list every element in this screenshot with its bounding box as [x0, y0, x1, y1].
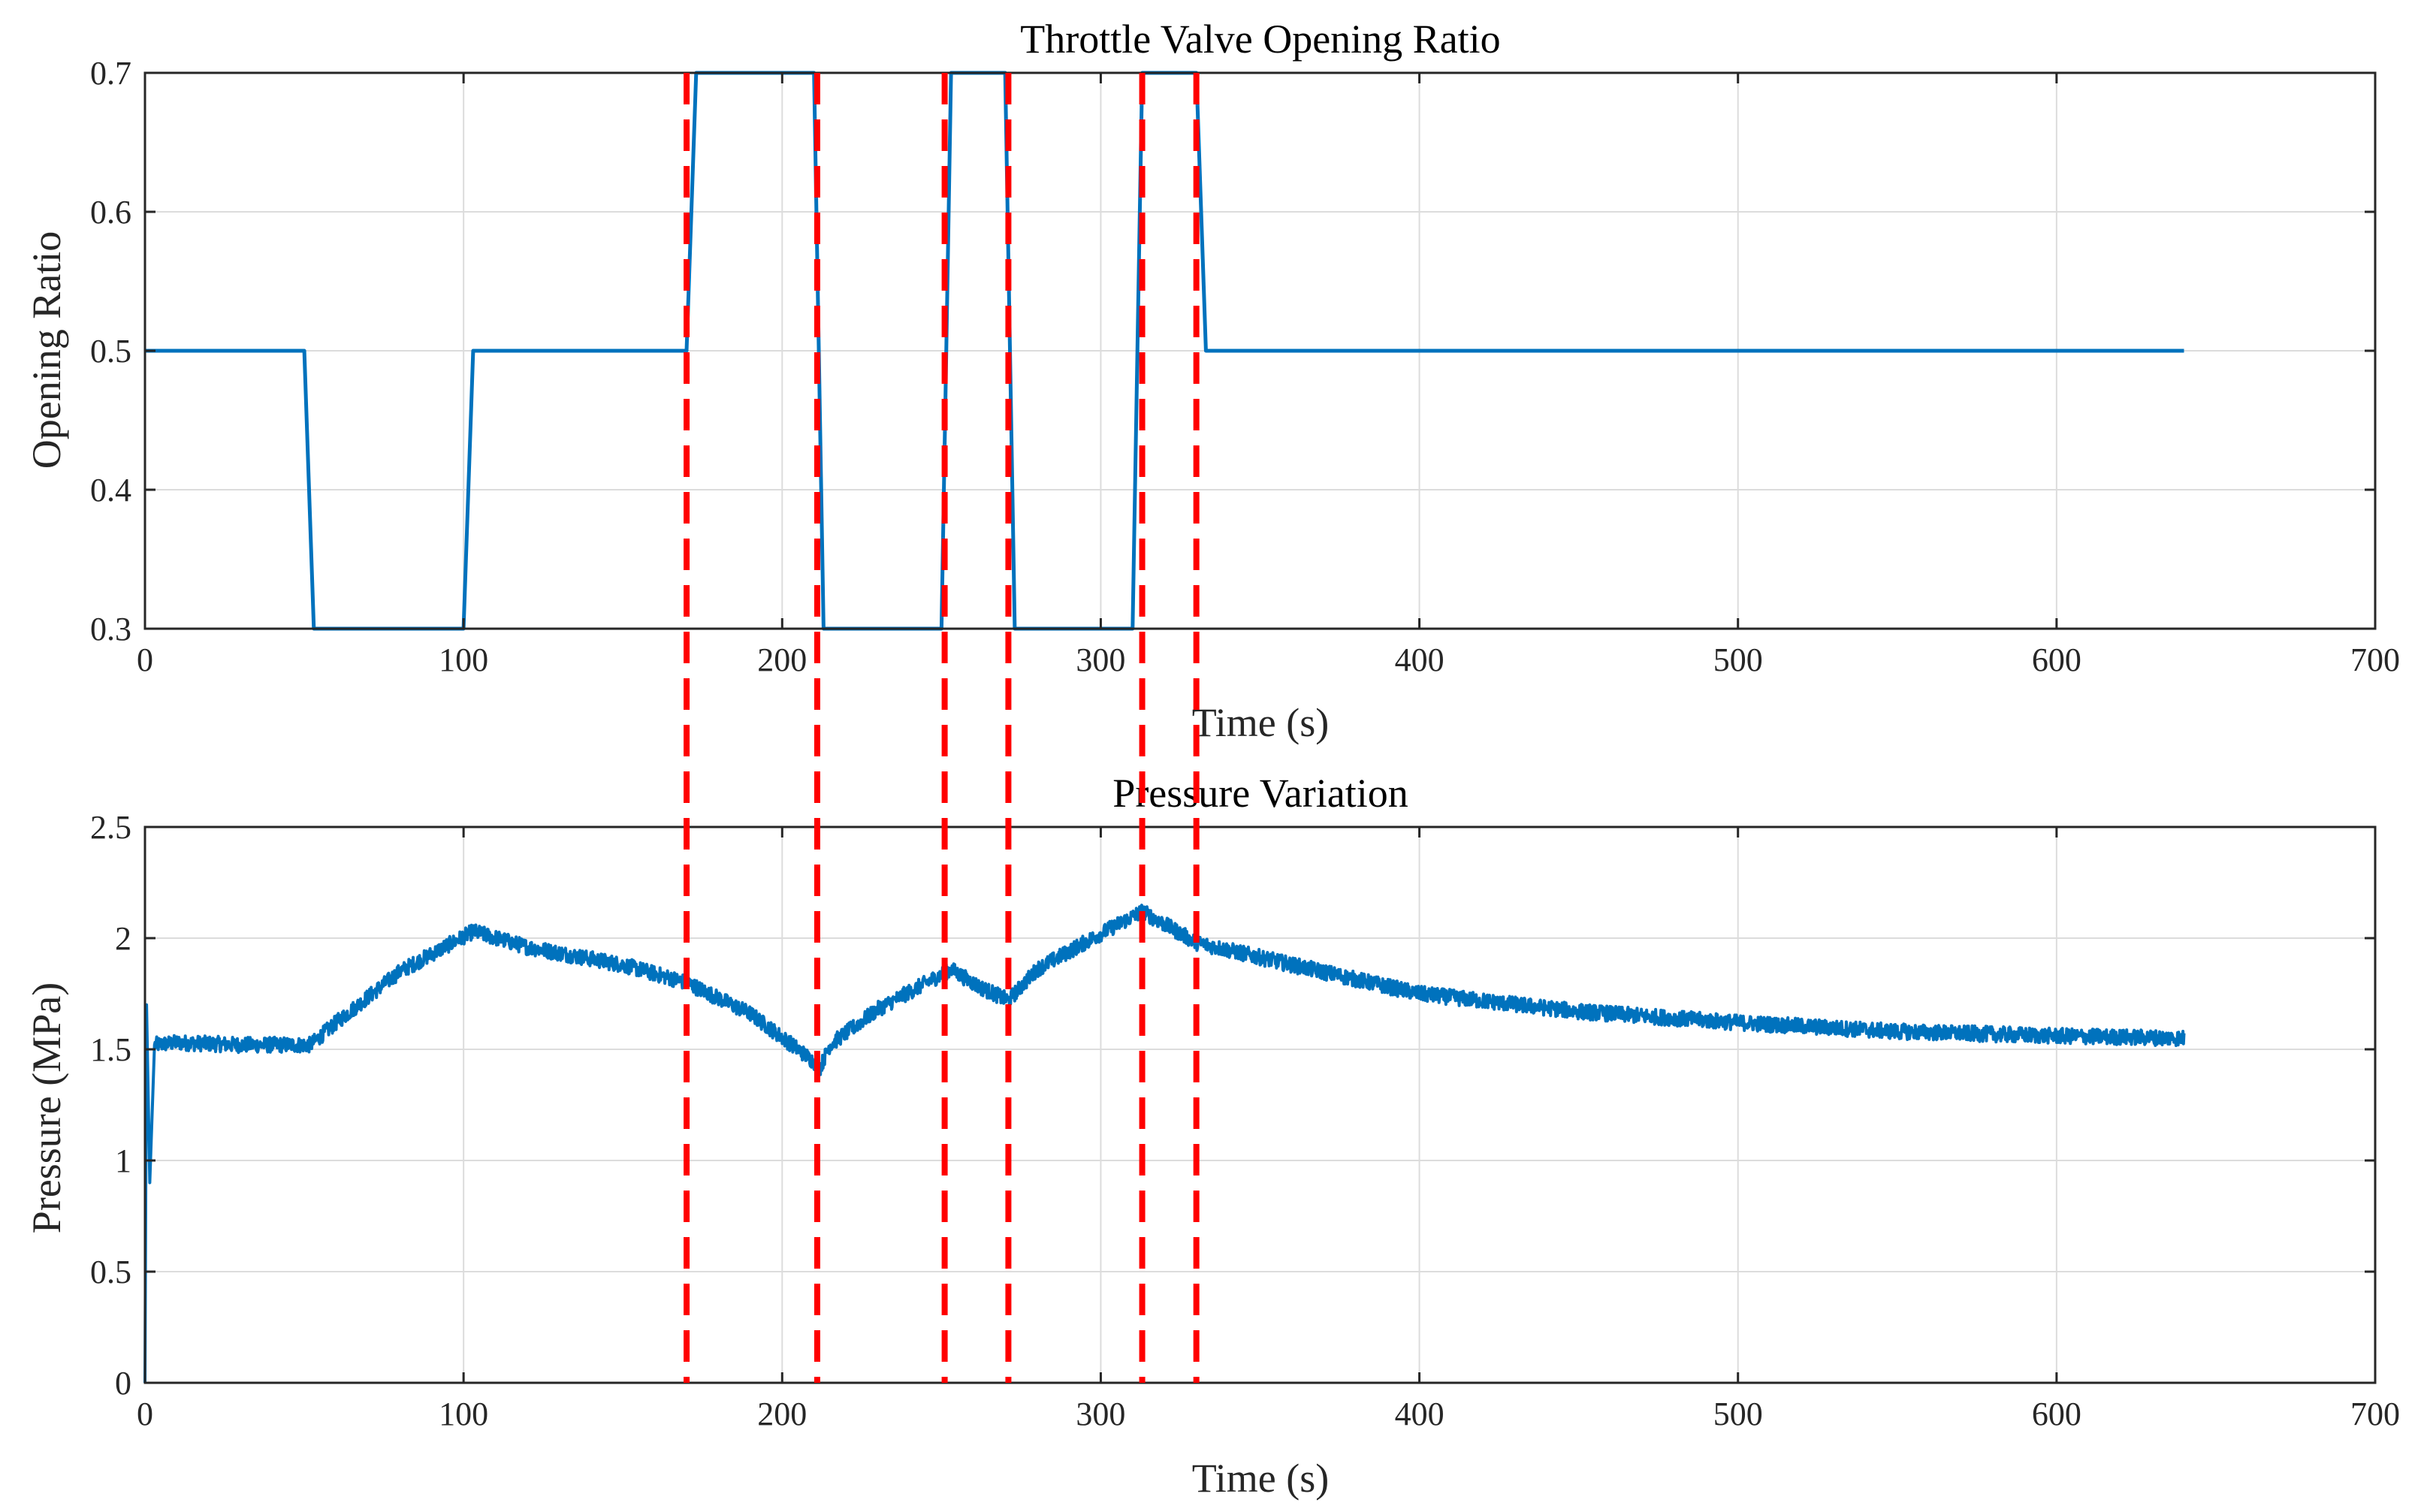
x-tick-label: 700 [2350, 641, 2400, 678]
y-tick-label: 0 [115, 1365, 131, 1402]
x-tick-label: 200 [757, 1396, 807, 1432]
y-tick-label: 0.5 [90, 1254, 131, 1290]
x-tick-label: 200 [757, 641, 807, 678]
x-tick-label: 0 [137, 641, 153, 678]
x-tick-label: 0 [137, 1396, 153, 1432]
x-tick-label: 600 [2032, 1396, 2081, 1432]
y-tick-label: 0.3 [90, 611, 131, 647]
plot-area-pressure [145, 827, 2375, 1383]
x-ticks-opening-ratio: 0 100 200 300 400 500 600 700 [137, 73, 2400, 678]
y-tick-label: 2 [115, 920, 131, 957]
x-tick-label: 300 [1076, 641, 1125, 678]
y-tick-label: 0.5 [90, 333, 131, 370]
y-axis-label-pressure: Pressure (MPa) [24, 982, 69, 1233]
x-tick-label: 400 [1395, 641, 1444, 678]
series-line-pressure [143, 904, 2186, 1384]
y-ticks-opening-ratio: 0.3 0.4 0.5 0.6 0.7 [90, 55, 2375, 647]
y-tick-label: 0.4 [90, 472, 131, 509]
chart-pressure: 0 100 200 300 400 500 600 700 0 0.5 1 1.5 2 2.5 Pres… [24, 771, 2400, 1501]
y-tick-label: 2.5 [90, 809, 131, 846]
x-tick-label: 600 [2032, 641, 2081, 678]
y-tick-label: 1.5 [90, 1031, 131, 1068]
x-tick-label: 700 [2350, 1396, 2400, 1432]
x-axis-label-opening-ratio: Time (s) [1192, 700, 1330, 745]
x-tick-label: 300 [1076, 1396, 1125, 1432]
x-tick-label: 500 [1713, 641, 1763, 678]
x-axis-label-pressure: Time (s) [1192, 1456, 1330, 1501]
series-pressure [143, 904, 2186, 1384]
y-tick-label: 0.7 [90, 55, 131, 92]
y-ticks-pressure: 0 0.5 1 1.5 2 2.5 [90, 809, 2375, 1402]
x-ticks-pressure: 0 100 200 300 400 500 600 700 [137, 827, 2400, 1432]
x-tick-label: 400 [1395, 1396, 1444, 1432]
x-tick-label: 100 [439, 641, 488, 678]
y-tick-label: 1 [115, 1142, 131, 1179]
axes-frame-pressure [143, 825, 2377, 1384]
x-tick-label: 100 [439, 1396, 488, 1432]
x-tick-label: 500 [1713, 1396, 1763, 1432]
chart-opening-ratio: 0 100 200 300 400 500 600 700 0.3 0.4 0.5 0.6 0.7 T… [24, 17, 2400, 745]
y-tick-label: 0.6 [90, 194, 131, 231]
chart-title-opening-ratio: Throttle Valve Opening Ratio [1020, 17, 1500, 62]
y-axis-label-opening-ratio: Opening Ratio [24, 231, 69, 469]
chart-title-pressure: Pressure Variation [1112, 771, 1408, 816]
event-lines [684, 73, 1200, 1383]
